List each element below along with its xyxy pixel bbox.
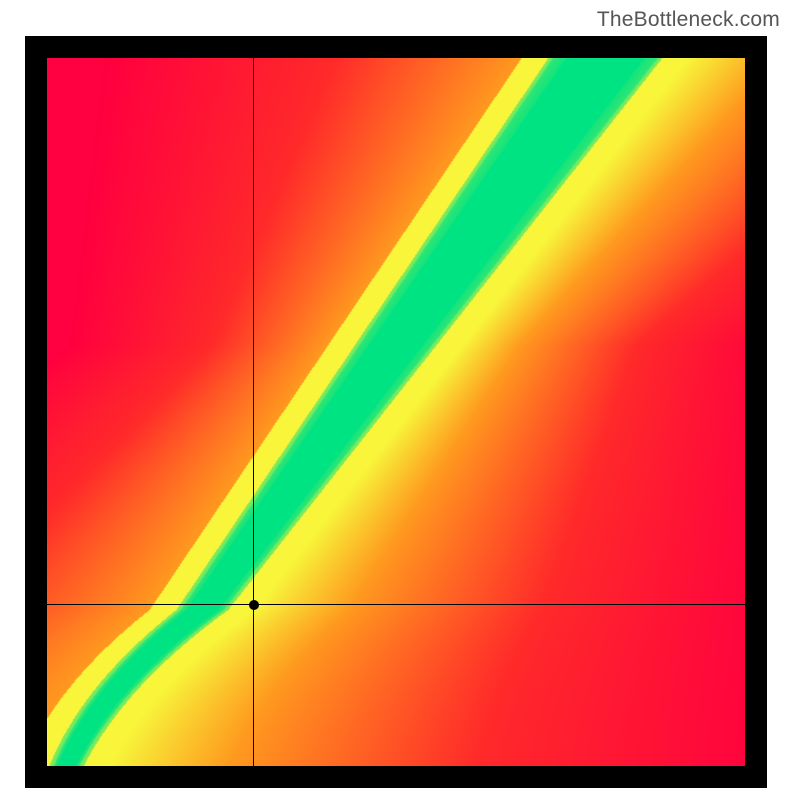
heatmap-canvas	[47, 58, 745, 766]
crosshair-vertical	[253, 58, 254, 766]
plot-area	[47, 58, 745, 766]
chart-container: TheBottleneck.com	[0, 0, 800, 800]
crosshair-marker	[249, 600, 259, 610]
crosshair-horizontal	[47, 604, 745, 605]
watermark-text: TheBottleneck.com	[597, 8, 780, 32]
